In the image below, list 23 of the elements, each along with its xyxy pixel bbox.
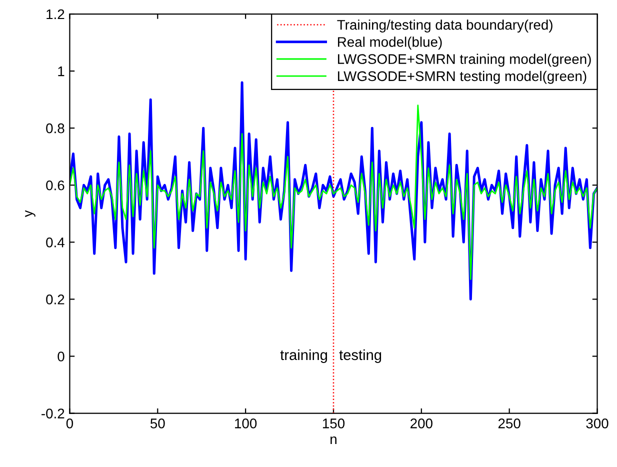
annotation: training <box>280 349 327 363</box>
legend-label: LWGSODE+SMRN training model(green) <box>338 54 591 67</box>
annotation: testing <box>339 349 382 363</box>
x-tick-label: 0 <box>66 418 74 428</box>
y-tick-label: 0.8 <box>46 123 64 134</box>
x-tick-label: 200 <box>410 418 432 428</box>
y-tick-label: 0.4 <box>46 238 64 248</box>
y-tick-label: 0.2 <box>46 294 64 304</box>
y-tick-label: 1.2 <box>46 9 64 20</box>
y-tick-label: -0.2 <box>42 408 64 418</box>
x-tick-label: 100 <box>235 418 257 428</box>
x-tick-label: 50 <box>150 418 165 428</box>
x-tick-label: 150 <box>322 418 345 428</box>
ref-line-label: Training/testing data boundary(red) <box>337 20 552 33</box>
x-tick-label: 250 <box>498 418 520 428</box>
x-tick-label: 300 <box>586 418 608 428</box>
y-tick-label: 0.6 <box>46 180 64 190</box>
legend-label: LWGSODE+SMRN testing model(green) <box>338 70 586 84</box>
y-tick-label: 1 <box>58 66 64 76</box>
x-axis-title: n <box>330 436 336 444</box>
legend-label: Real model(blue) <box>338 36 442 50</box>
y-axis-title: y <box>25 210 36 218</box>
y-tick-label: 0 <box>58 352 64 362</box>
